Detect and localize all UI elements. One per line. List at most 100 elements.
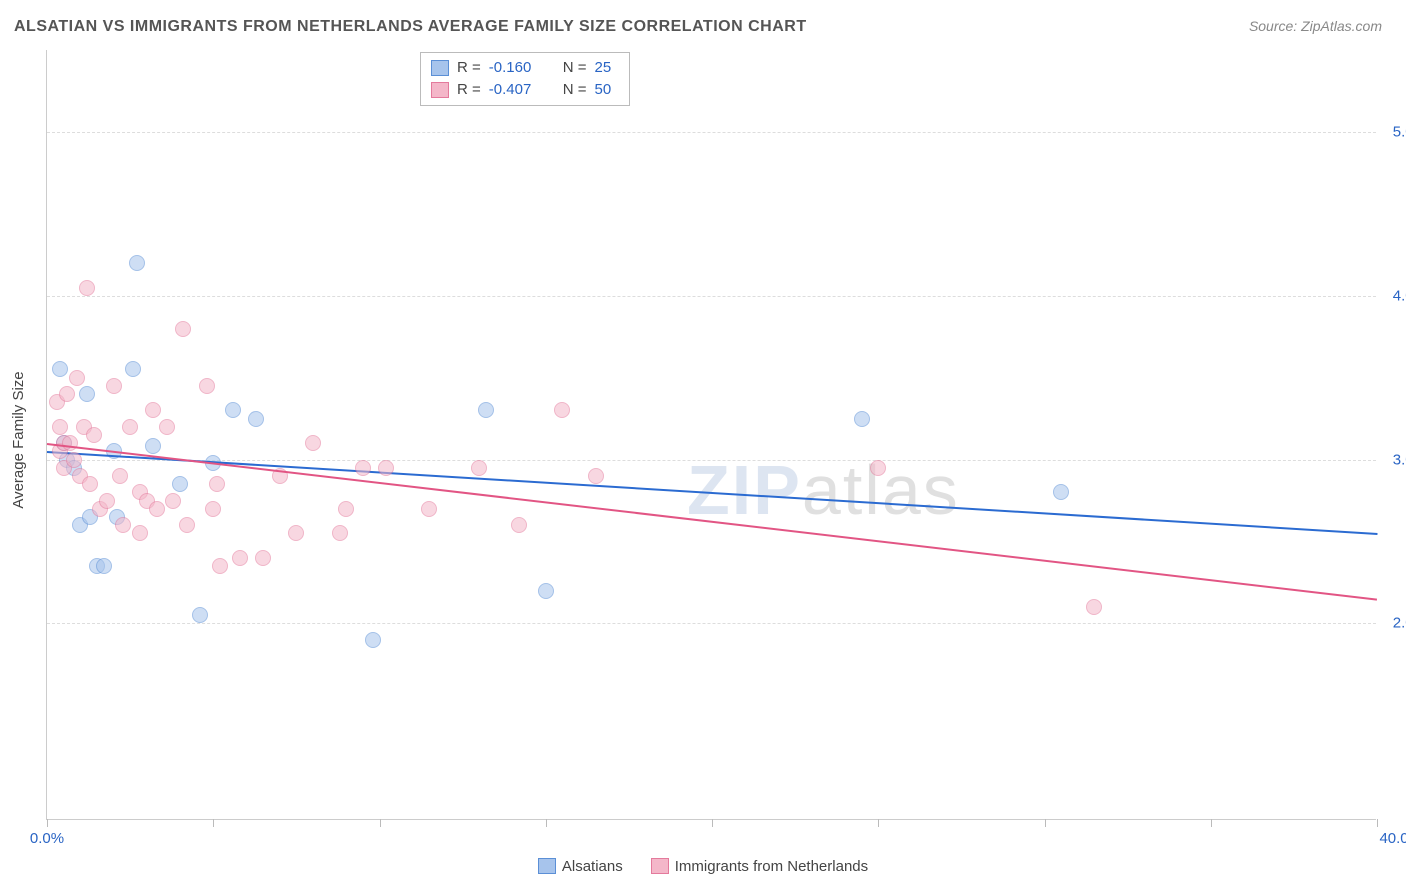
scatter-point <box>115 517 131 533</box>
scatter-point <box>248 411 264 427</box>
scatter-point <box>854 411 870 427</box>
scatter-point <box>212 558 228 574</box>
scatter-point <box>232 550 248 566</box>
scatter-point <box>62 435 78 451</box>
scatter-point <box>338 501 354 517</box>
scatter-point <box>192 607 208 623</box>
scatter-point <box>199 378 215 394</box>
scatter-point <box>96 558 112 574</box>
scatter-point <box>145 402 161 418</box>
chart-title: ALSATIAN VS IMMIGRANTS FROM NETHERLANDS … <box>14 18 807 36</box>
x-tick-label: 40.0% <box>1379 830 1406 847</box>
gridline <box>47 132 1376 133</box>
gridline <box>47 623 1376 624</box>
scatter-point <box>305 435 321 451</box>
scatter-point <box>179 517 195 533</box>
legend-row: R = -0.160 N = 25 <box>431 57 619 79</box>
x-tick <box>47 819 48 827</box>
correlation-legend: R = -0.160 N = 25 R = -0.407 N = 50 <box>420 52 630 106</box>
scatter-point <box>122 419 138 435</box>
scatter-point <box>511 517 527 533</box>
x-tick <box>1211 819 1212 827</box>
n-label: N = <box>563 79 587 101</box>
scatter-point <box>59 386 75 402</box>
y-tick-label: 2.00 <box>1393 615 1406 632</box>
source-label: Source: ZipAtlas.com <box>1249 18 1382 34</box>
scatter-point <box>378 460 394 476</box>
watermark-zip: ZIP <box>687 451 802 529</box>
scatter-point <box>99 493 115 509</box>
scatter-point <box>52 419 68 435</box>
scatter-point <box>82 476 98 492</box>
scatter-point <box>471 460 487 476</box>
scatter-point <box>288 525 304 541</box>
chart-container: ALSATIAN VS IMMIGRANTS FROM NETHERLANDS … <box>0 0 1406 892</box>
x-tick <box>878 819 879 827</box>
scatter-point <box>79 386 95 402</box>
scatter-point <box>421 501 437 517</box>
scatter-point <box>209 476 225 492</box>
scatter-point <box>159 419 175 435</box>
legend-row: R = -0.407 N = 50 <box>431 79 619 101</box>
legend-label: Alsatians <box>562 858 623 875</box>
scatter-point <box>225 402 241 418</box>
scatter-point <box>205 501 221 517</box>
series-legend: Alsatians Immigrants from Netherlands <box>0 858 1406 879</box>
scatter-point <box>149 501 165 517</box>
scatter-point <box>870 460 886 476</box>
scatter-point <box>86 427 102 443</box>
scatter-point <box>175 321 191 337</box>
x-tick <box>380 819 381 827</box>
r-value: -0.407 <box>489 79 547 101</box>
scatter-point <box>332 525 348 541</box>
plot-area: ZIPatlas 2.003.004.005.000.0%40.0% <box>46 50 1376 820</box>
legend-swatch <box>538 858 556 874</box>
scatter-point <box>132 525 148 541</box>
scatter-point <box>165 493 181 509</box>
scatter-point <box>69 370 85 386</box>
legend-swatch <box>431 60 449 76</box>
y-tick-label: 3.00 <box>1393 451 1406 468</box>
scatter-point <box>106 378 122 394</box>
scatter-point <box>66 452 82 468</box>
y-axis-label: Average Family Size <box>10 371 27 508</box>
gridline <box>47 296 1376 297</box>
scatter-point <box>255 550 271 566</box>
scatter-point <box>554 402 570 418</box>
legend-swatch <box>651 858 669 874</box>
x-tick <box>1045 819 1046 827</box>
scatter-point <box>355 460 371 476</box>
scatter-point <box>1053 484 1069 500</box>
scatter-point <box>145 438 161 454</box>
x-tick <box>1377 819 1378 827</box>
gridline <box>47 460 1376 461</box>
r-label: R = <box>457 57 481 79</box>
y-tick-label: 4.00 <box>1393 287 1406 304</box>
n-label: N = <box>563 57 587 79</box>
x-tick <box>546 819 547 827</box>
x-tick-label: 0.0% <box>30 830 64 847</box>
r-value: -0.160 <box>489 57 547 79</box>
r-label: R = <box>457 79 481 101</box>
scatter-point <box>125 361 141 377</box>
legend-item: Immigrants from Netherlands <box>651 858 868 875</box>
scatter-point <box>1086 599 1102 615</box>
n-value: 50 <box>595 79 612 101</box>
legend-swatch <box>431 82 449 98</box>
scatter-point <box>365 632 381 648</box>
y-tick-label: 5.00 <box>1393 123 1406 140</box>
scatter-point <box>79 280 95 296</box>
x-tick <box>213 819 214 827</box>
scatter-point <box>588 468 604 484</box>
scatter-point <box>538 583 554 599</box>
scatter-point <box>52 361 68 377</box>
legend-label: Immigrants from Netherlands <box>675 858 868 875</box>
scatter-point <box>478 402 494 418</box>
scatter-point <box>129 255 145 271</box>
scatter-point <box>172 476 188 492</box>
x-tick <box>712 819 713 827</box>
scatter-point <box>112 468 128 484</box>
legend-item: Alsatians <box>538 858 623 875</box>
n-value: 25 <box>595 57 612 79</box>
watermark: ZIPatlas <box>687 450 960 530</box>
